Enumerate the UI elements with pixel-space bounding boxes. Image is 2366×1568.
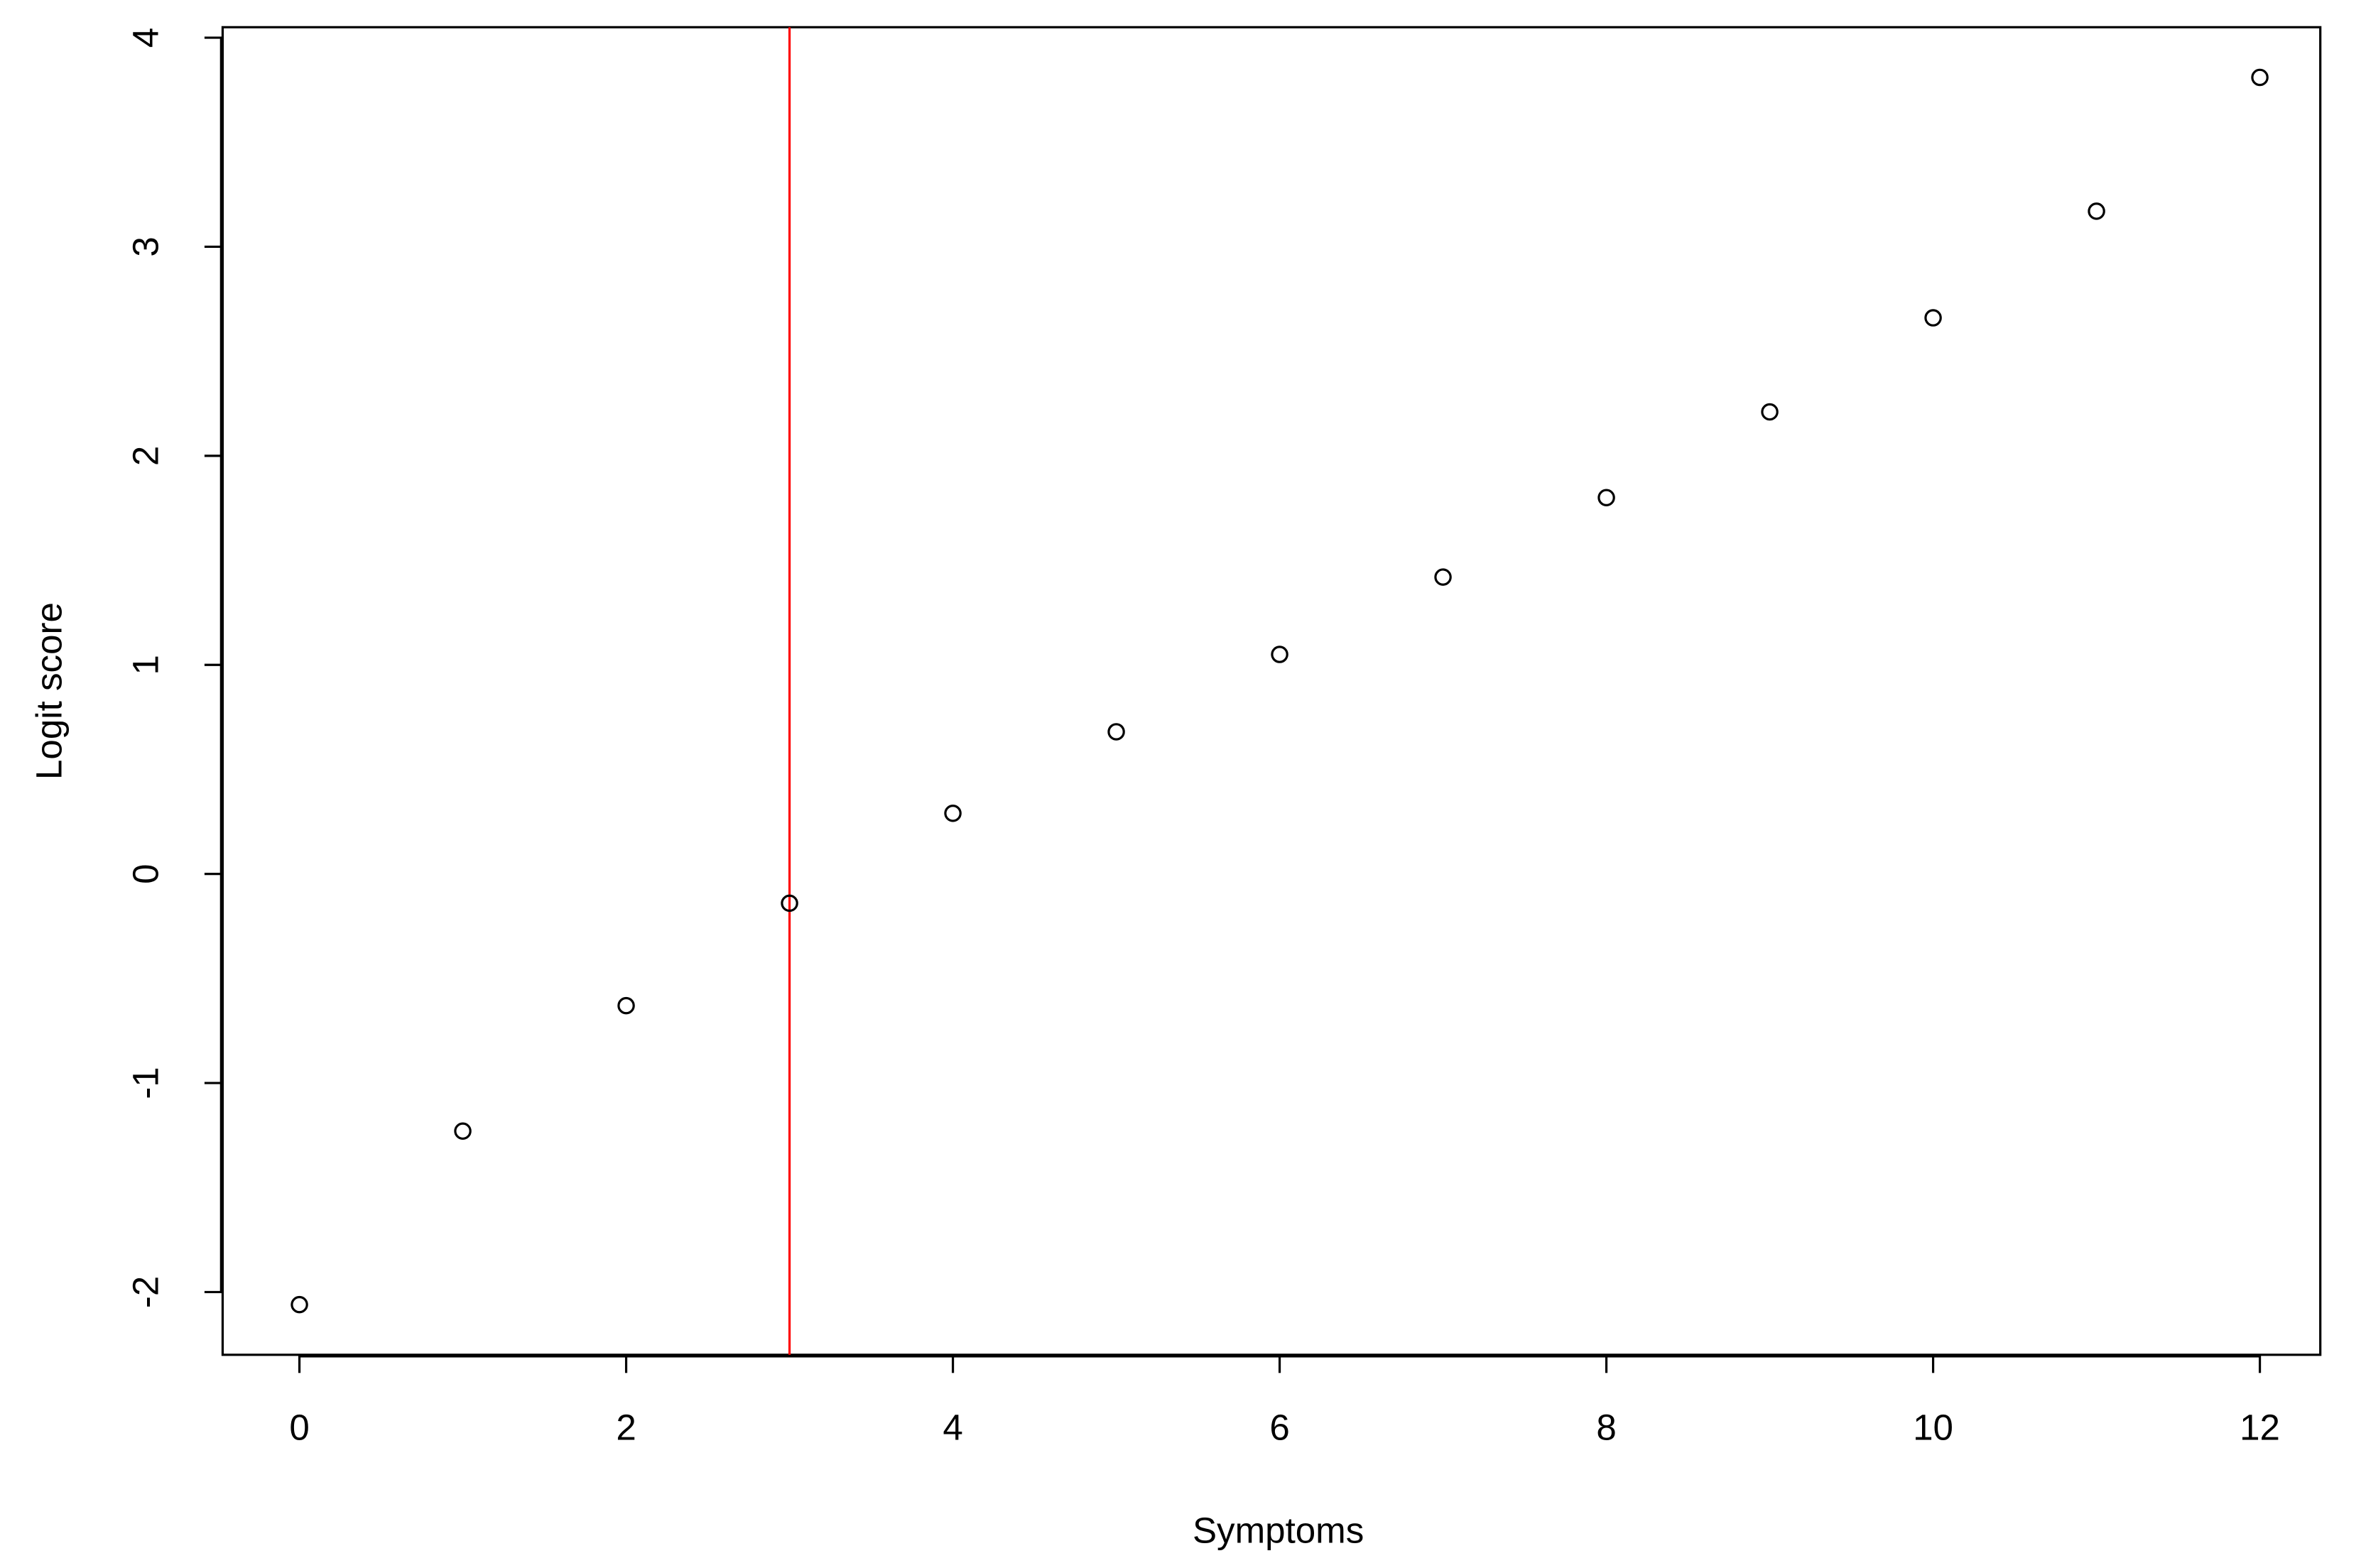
y-tick-label: 4 xyxy=(126,28,166,48)
y-tick-label: 3 xyxy=(126,236,166,256)
point xyxy=(781,894,798,913)
y-tick-label: 0 xyxy=(126,864,166,883)
point xyxy=(2088,202,2105,220)
point xyxy=(1434,568,1452,586)
point xyxy=(1107,723,1125,741)
plot-frame xyxy=(221,26,2322,1356)
point xyxy=(617,996,635,1015)
x-tick-label: 12 xyxy=(2240,1408,2280,1448)
point xyxy=(2251,68,2269,87)
point xyxy=(291,1295,308,1314)
point xyxy=(1271,646,1288,663)
point xyxy=(1597,489,1615,506)
point xyxy=(1924,309,1942,327)
x-tick-label: 6 xyxy=(1269,1408,1289,1448)
x-axis-label: Symptoms xyxy=(1193,1510,1364,1551)
x-tick-label: 2 xyxy=(616,1408,636,1448)
point xyxy=(944,805,962,822)
point xyxy=(454,1122,472,1140)
x-tick-label: 10 xyxy=(1913,1408,1953,1448)
y-tick-label: -2 xyxy=(126,1276,166,1308)
x-tick-label: 8 xyxy=(1596,1408,1616,1448)
point xyxy=(1761,403,1779,421)
x-tick-label: 0 xyxy=(289,1408,309,1448)
y-tick-label: 1 xyxy=(126,655,166,675)
y-tick-label: -1 xyxy=(126,1067,166,1099)
y-axis-label: Logit score xyxy=(28,602,69,780)
x-tick-label: 4 xyxy=(943,1408,962,1448)
y-tick-label: 2 xyxy=(126,446,166,466)
